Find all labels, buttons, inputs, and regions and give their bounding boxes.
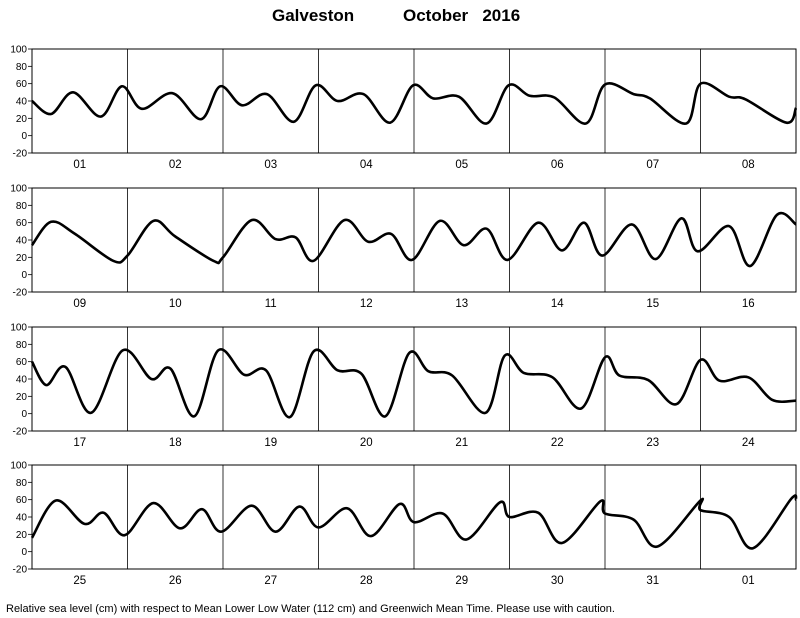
panel-4: -20 0 20 40 60 80 100 25 26 27 28 29 30 31 01 (10, 461, 798, 587)
day-label: 03 (264, 159, 277, 171)
day-label: 02 (169, 159, 182, 171)
sea-level-line (31, 81, 798, 125)
y-tick-label: -20 (13, 427, 28, 438)
day-label: 21 (455, 437, 468, 449)
day-label: 07 (646, 159, 659, 171)
y-tick-label: 100 (10, 461, 27, 472)
y-tick-label: 80 (16, 201, 28, 212)
day-label: 30 (551, 575, 564, 587)
day-label: 28 (360, 575, 373, 587)
day-label: 29 (455, 575, 468, 587)
y-tick-label: 100 (10, 45, 27, 56)
y-tick-label: 20 (16, 253, 28, 264)
y-tick-label: 0 (21, 547, 27, 558)
panel-1: -20 0 20 40 60 80 100 01 02 03 04 05 06 07 08 (10, 45, 798, 171)
y-tick-label: 0 (21, 131, 27, 142)
y-tick-label: -20 (13, 149, 28, 160)
day-label: 25 (73, 575, 86, 587)
sea-level-line (30, 211, 797, 268)
y-tick-label: -20 (13, 565, 28, 576)
day-label: 11 (265, 298, 277, 310)
y-tick-label: 40 (16, 513, 28, 524)
day-label: 13 (455, 298, 468, 310)
day-label: 15 (646, 298, 659, 310)
day-label: 12 (360, 298, 373, 310)
day-label: 22 (551, 437, 564, 449)
y-tick-label: 60 (16, 357, 28, 368)
y-tick-label: 60 (16, 218, 28, 229)
day-label: 06 (551, 159, 564, 171)
y-tick-label: 80 (16, 478, 28, 489)
footer-note: Relative sea level (cm) with respect to … (6, 603, 615, 615)
month-year-title: October 2016 (403, 6, 520, 25)
day-label: 08 (742, 159, 755, 171)
station-title: Galveston (272, 6, 354, 25)
day-label: 23 (646, 437, 659, 449)
panel-2: -20 0 20 40 60 80 100 09 10 11 12 13 14 15 16 (10, 184, 797, 310)
day-label: 24 (742, 437, 755, 449)
y-tick-label: 60 (16, 495, 28, 506)
y-tick-label: 80 (16, 340, 28, 351)
day-label: 17 (73, 437, 86, 449)
day-label: 27 (264, 575, 277, 587)
sea-level-line (30, 494, 798, 550)
y-tick-label: 60 (16, 79, 28, 90)
y-tick-label: 40 (16, 97, 28, 108)
y-tick-label: 40 (16, 236, 28, 247)
day-label: 19 (264, 437, 277, 449)
panel-3: -20 0 20 40 60 80 100 17 18 19 20 21 22 23 24 (10, 323, 797, 449)
day-label: 20 (360, 437, 373, 449)
y-tick-label: 80 (16, 62, 28, 73)
day-label: 09 (73, 298, 86, 310)
day-label: 26 (169, 575, 182, 587)
day-label: 18 (169, 437, 182, 449)
day-label: 01 (73, 159, 86, 171)
y-tick-label: 20 (16, 392, 28, 403)
day-label: 01 (742, 575, 755, 587)
day-label: 05 (455, 159, 468, 171)
day-label: 10 (169, 298, 182, 310)
y-tick-label: 40 (16, 375, 28, 386)
y-tick-label: -20 (13, 288, 28, 299)
y-tick-label: 100 (10, 323, 27, 334)
y-tick-label: 0 (21, 270, 27, 281)
y-tick-label: 20 (16, 530, 28, 541)
y-tick-label: 20 (16, 114, 28, 125)
day-label: 16 (742, 298, 755, 310)
day-label: 31 (646, 575, 659, 587)
y-tick-label: 100 (10, 184, 27, 195)
sea-level-line (30, 348, 797, 419)
day-label: 14 (551, 298, 564, 310)
day-label: 04 (360, 159, 373, 171)
y-tick-label: 0 (21, 409, 27, 420)
